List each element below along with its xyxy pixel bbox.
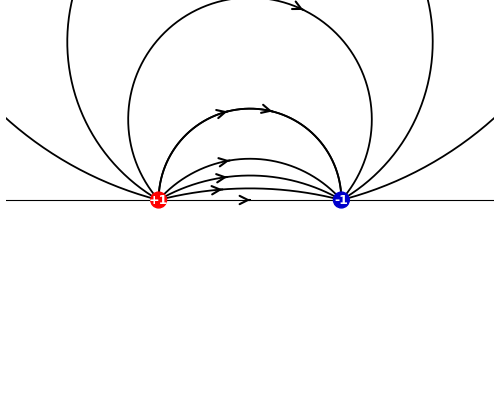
Circle shape — [334, 192, 349, 209]
Circle shape — [150, 192, 166, 209]
Text: +1: +1 — [149, 194, 169, 207]
Text: -1: -1 — [334, 194, 348, 207]
